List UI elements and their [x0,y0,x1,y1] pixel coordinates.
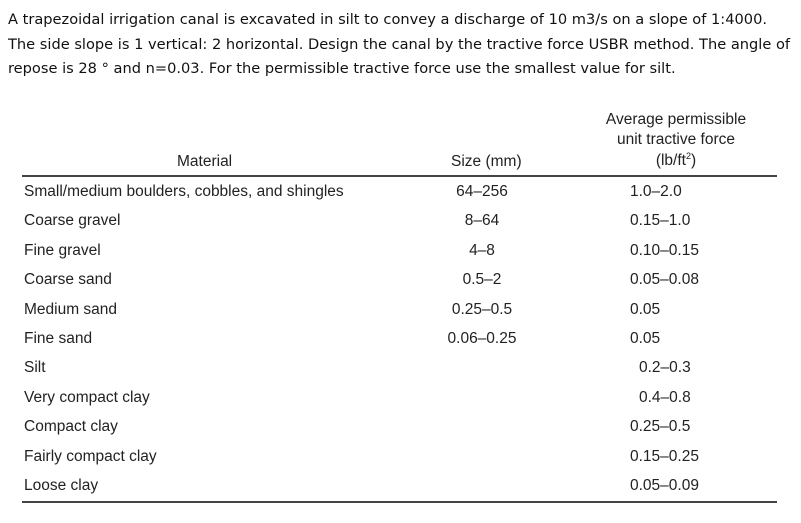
cell-size: 64–256 [456,183,508,200]
problem-statement: A trapezoidal irrigation canal is excava… [8,11,791,77]
table-bottom-rule [22,501,777,504]
table-row: Loose clay 0.05–0.09 [22,471,777,500]
table-row: Fine gravel 4–8 0.10–0.15 [22,236,777,265]
header-tractive-force: Average permissible unit tractive force … [596,110,756,172]
cell-force: 0.15–0.25 [630,447,699,465]
table-row: Fine sand 0.06–0.25 0.05 [22,324,777,353]
table-row: Medium sand 0.25–0.5 0.05 [22,295,777,324]
header-force-unit-exponent: 2 [685,150,691,161]
cell-size: 0.06–0.25 [447,329,517,347]
cell-material: Silt [24,359,46,377]
cell-size: 0.25–0.5 [451,300,513,318]
cell-size: 0.5–2 [462,271,502,289]
cell-force: 0.05 [630,300,661,318]
table-row: Compact clay 0.25–0.5 [22,412,777,441]
cell-force: 0.10–0.15 [630,241,699,259]
cell-force: 0.4–0.8 [639,388,691,406]
header-size: Size (mm) [451,153,522,170]
table-row: Silt 0.2–0.3 [22,353,777,382]
header-force-line-1: Average permissible [605,110,747,128]
cell-material: Fairly compact clay [24,447,157,465]
table-row: Coarse gravel 8–64 0.15–1.0 [22,206,777,235]
header-force-unit: (lb/ft [655,151,686,169]
cell-force: 0.05–0.08 [630,271,699,289]
cell-material: Medium sand [24,300,118,318]
cell-material: Fine gravel [24,241,101,259]
table-row: Very compact clay 0.4–0.8 [22,383,777,412]
cell-force: 0.05–0.09 [630,476,699,494]
cell-material: Small/medium boulders, cobbles, and shin… [24,183,344,200]
cell-size: 8–64 [464,212,500,230]
table-body: Small/medium boulders, cobbles, and shin… [22,177,777,500]
table-row: Coarse sand 0.5–2 0.05–0.08 [22,265,777,294]
tractive-force-table: Material Size (mm) Average permissible u… [22,103,777,504]
cell-material: Loose clay [24,476,99,494]
table-row: Fairly compact clay 0.15–0.25 [22,442,777,471]
header-force-unit-close: ) [691,151,697,169]
header-force-line-3: (lb/ft2) [596,151,756,172]
header-material: Material [177,153,233,170]
table-row: Small/medium boulders, cobbles, and shin… [22,177,777,206]
cell-material: Compact clay [24,418,118,436]
cell-material: Fine sand [24,329,93,347]
cell-force: 0.25–0.5 [630,418,691,436]
cell-size: 4–8 [469,241,495,259]
cell-force: 0.05 [630,329,661,347]
cell-force: 0.15–1.0 [630,212,691,230]
cell-force: 1.0–2.0 [630,183,682,200]
cell-material: Coarse sand [24,271,112,289]
cell-material: Very compact clay [24,388,150,406]
cell-force: 0.2–0.3 [639,359,691,377]
table-header: Material Size (mm) Average permissible u… [22,103,777,177]
cell-material: Coarse gravel [24,212,121,230]
header-force-line-2: unit tractive force [616,131,736,148]
